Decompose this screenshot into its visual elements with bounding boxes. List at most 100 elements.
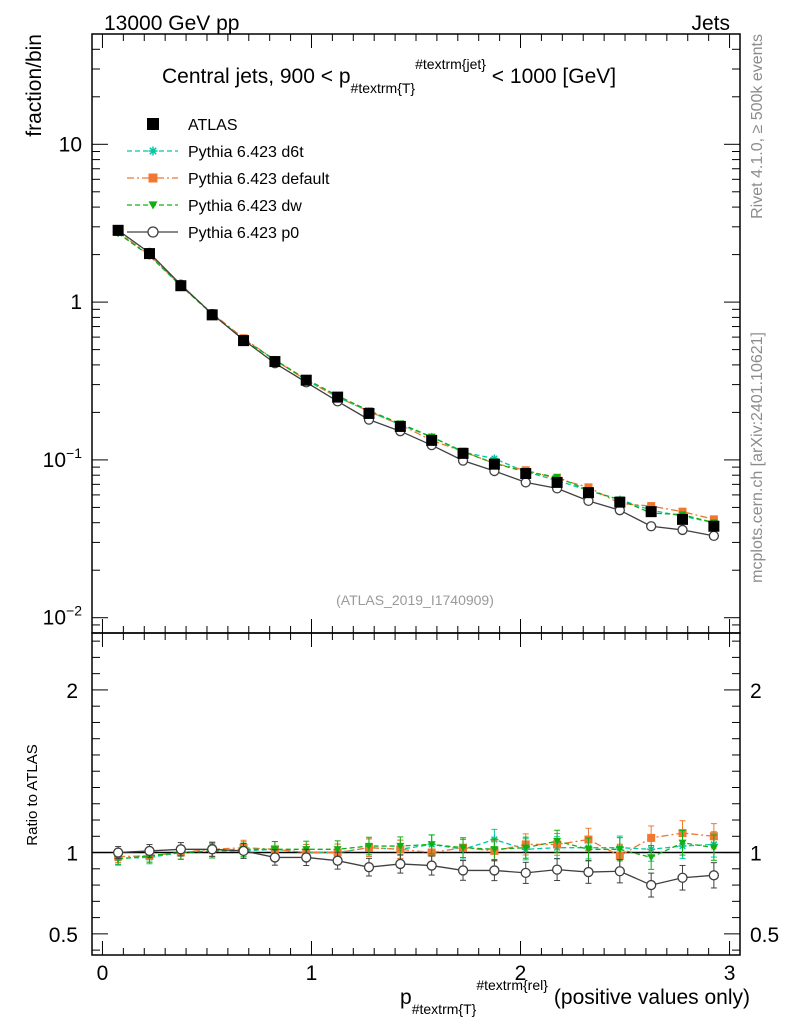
marker (459, 844, 468, 852)
marker (363, 407, 375, 419)
marker (426, 860, 437, 871)
marker (708, 530, 720, 542)
marker (678, 839, 687, 847)
marker (488, 458, 500, 470)
marker (551, 476, 563, 488)
marker (582, 487, 594, 499)
legend-item: Pythia 6.423 d6t (127, 144, 304, 161)
marker (395, 858, 406, 870)
marker (520, 867, 531, 879)
legend-label: Pythia 6.423 d6t (188, 144, 304, 161)
x-tick-label: 2 (515, 962, 527, 985)
marker (148, 146, 158, 156)
marker (457, 447, 469, 459)
ratio-line (118, 848, 714, 886)
marker (490, 846, 499, 854)
marker (553, 837, 562, 846)
marker (112, 847, 124, 858)
energy-label: 13000 GeV pp (104, 12, 239, 35)
y-axis-label: fraction/bin (23, 34, 46, 137)
ratio-tick-label: 1 (66, 843, 78, 866)
marker (175, 844, 186, 855)
marker (709, 844, 718, 852)
marker (645, 506, 657, 518)
legend-label: Pythia 6.423 default (188, 171, 330, 188)
marker (300, 374, 312, 386)
marker (709, 515, 718, 524)
y-tick-label: 10−2 (43, 603, 83, 630)
marker (207, 844, 218, 855)
marker (646, 879, 657, 891)
y-tick-label: 10 (59, 133, 82, 156)
marker (490, 454, 499, 463)
ratio-frame (91, 632, 741, 956)
marker (238, 335, 250, 347)
marker (614, 496, 626, 508)
x-tick-label: 3 (724, 962, 736, 985)
legend: ATLAS Pythia 6.423 d6t Pythia 6.423 defaul… (127, 117, 330, 242)
ratio-tick-label: 0.5 (49, 924, 78, 947)
marker (647, 502, 656, 511)
marker (708, 870, 720, 881)
ratio-tick-label: 2 (750, 680, 762, 703)
rivet-version-label: Rivet 4.1.0, ≥ 500k events (749, 34, 766, 219)
marker (677, 524, 688, 536)
legend-item: Pythia 6.423 default (127, 171, 330, 188)
marker (175, 280, 187, 292)
marker (238, 845, 249, 857)
ratio-tick-label: 1 (750, 843, 762, 866)
axis-ticks: 0 1 2 3 10−2 10−1 1 10 0.5 0.5 1 1 2 2 (43, 33, 779, 985)
marker (332, 855, 343, 866)
marker (394, 420, 406, 432)
legend-item: Pythia 6.423 dw (127, 198, 302, 215)
ratio-line (118, 840, 714, 860)
series-line (117, 232, 715, 524)
marker (584, 846, 593, 854)
marker (269, 852, 281, 863)
marker (148, 173, 158, 183)
marker (614, 866, 625, 877)
marker (114, 855, 123, 864)
ratio-tick-label: 2 (66, 680, 78, 703)
ratio-pythia-6-423-d6t (114, 828, 718, 865)
marker (269, 356, 281, 368)
marker (489, 865, 500, 876)
marker (520, 468, 532, 480)
x-axis-label: p#textrm{T}#textrm{rel}(positive values … (400, 977, 750, 1017)
y-tick-label: 10−1 (43, 445, 83, 472)
marker (147, 118, 159, 130)
marker (583, 866, 594, 878)
marker (708, 520, 720, 532)
series-pythia-6-423-p0 (112, 225, 720, 542)
legend-item: Pythia 6.423 p0 (127, 225, 299, 242)
series-atlas (112, 224, 720, 532)
process-label: Jets (691, 12, 730, 35)
marker (363, 862, 375, 873)
marker (457, 865, 469, 876)
ratio-y-axis-label: Ratio to ATLAS (24, 744, 41, 845)
marker (615, 846, 624, 854)
series-line (117, 229, 714, 537)
marker (364, 842, 373, 851)
ratio-pythia-6-423-default (114, 820, 718, 868)
x-tick-label: 0 (97, 962, 109, 985)
marker (332, 391, 344, 403)
series-line (117, 232, 715, 524)
marker (520, 477, 531, 488)
marker (301, 852, 312, 863)
marker (112, 224, 124, 236)
marker (677, 872, 688, 883)
series-pythia-6-423-dw (114, 230, 718, 527)
analysis-watermark: (ATLAS_2019_I1740909) (336, 592, 494, 608)
legend-label: Pythia 6.423 p0 (188, 225, 299, 242)
mcplots-label: mcplots.cern.ch [arXiv:2401.10621] (749, 332, 766, 583)
marker (144, 845, 155, 857)
legend-label: Pythia 6.423 dw (188, 198, 302, 215)
marker (647, 833, 656, 842)
marker (333, 846, 342, 854)
marker (646, 521, 657, 532)
marker (147, 226, 159, 238)
legend-item: ATLAS (147, 117, 238, 134)
marker (647, 854, 656, 862)
